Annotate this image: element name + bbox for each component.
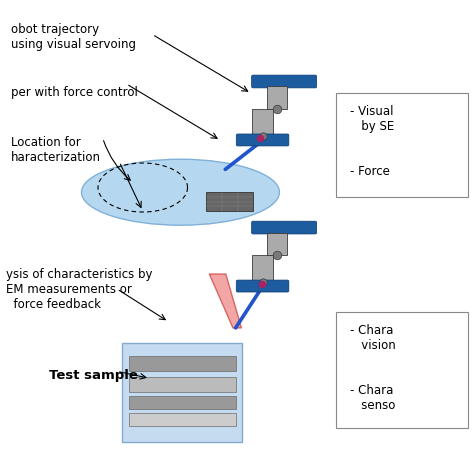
Bar <box>128 356 236 371</box>
FancyBboxPatch shape <box>236 280 289 292</box>
FancyBboxPatch shape <box>252 221 317 234</box>
FancyBboxPatch shape <box>336 93 468 197</box>
FancyBboxPatch shape <box>252 75 317 88</box>
Text: ysis of characteristics by
EM measurements or
  force feedback: ysis of characteristics by EM measuremen… <box>6 268 153 310</box>
FancyBboxPatch shape <box>236 134 289 146</box>
Text: per with force control: per with force control <box>11 86 137 99</box>
FancyBboxPatch shape <box>267 233 287 255</box>
Text: Test sample: Test sample <box>48 369 137 382</box>
Bar <box>206 192 254 211</box>
FancyBboxPatch shape <box>252 255 273 283</box>
Text: Location for
haracterization: Location for haracterization <box>11 136 101 164</box>
FancyBboxPatch shape <box>121 343 242 442</box>
Bar <box>128 413 236 427</box>
Text: - Visual
   by SE


- Force: - Visual by SE - Force <box>350 105 394 178</box>
FancyBboxPatch shape <box>252 109 273 136</box>
Text: - Chara
   vision


- Chara
   senso: - Chara vision - Chara senso <box>350 324 396 412</box>
Ellipse shape <box>82 159 279 225</box>
FancyBboxPatch shape <box>336 312 468 428</box>
FancyBboxPatch shape <box>267 86 287 109</box>
Bar <box>128 377 236 392</box>
Polygon shape <box>210 274 241 328</box>
Bar <box>128 396 236 409</box>
Text: obot trajectory
using visual servoing: obot trajectory using visual servoing <box>11 23 136 51</box>
